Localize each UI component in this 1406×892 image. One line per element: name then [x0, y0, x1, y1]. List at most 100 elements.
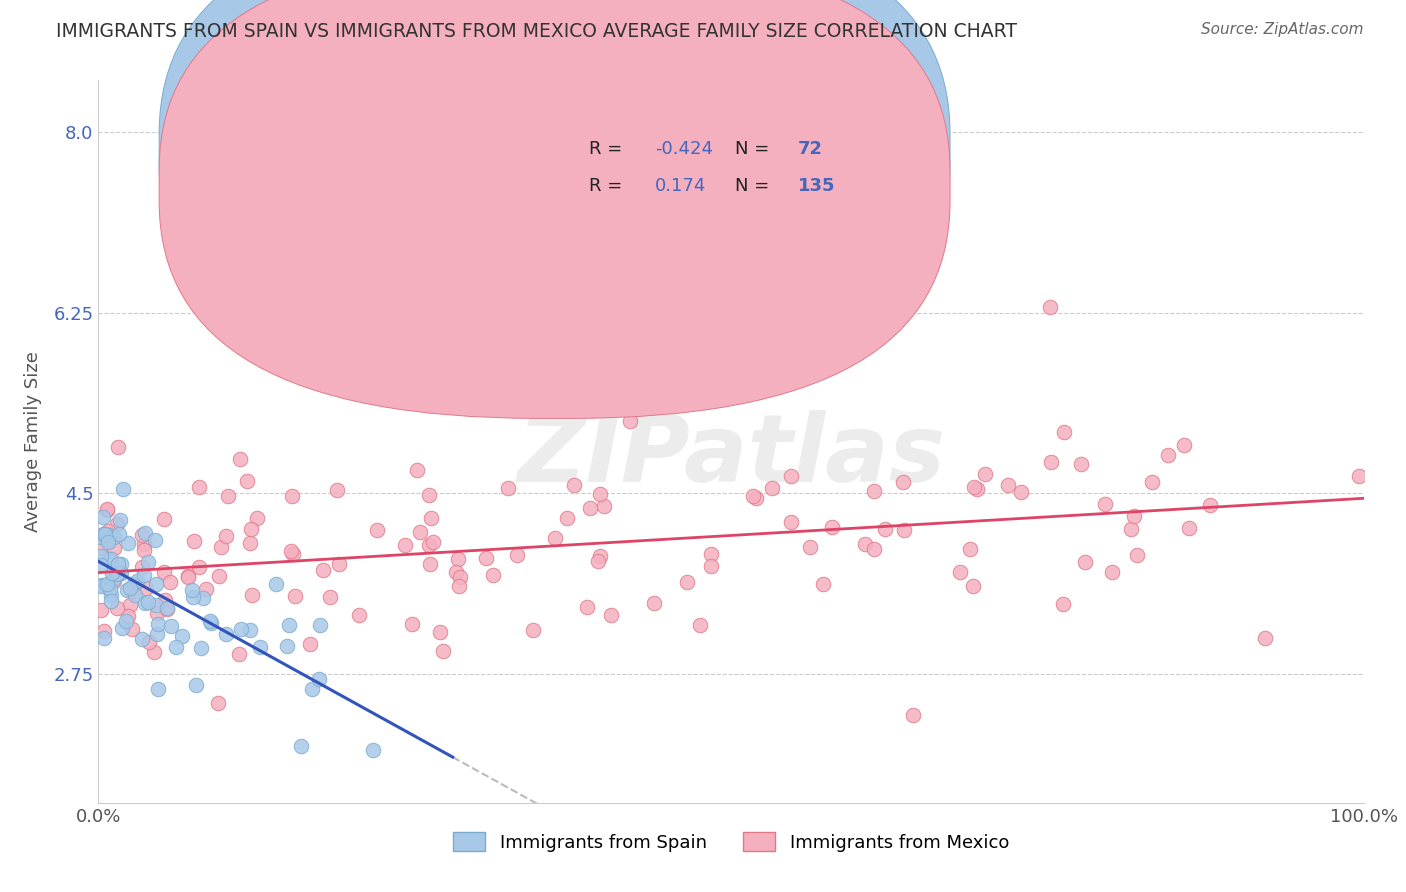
Point — [576, 599, 599, 614]
FancyBboxPatch shape — [159, 0, 950, 418]
Point — [91, 577, 114, 591]
Point — [420, 511, 443, 525]
Point — [112, 482, 135, 496]
Point — [863, 541, 886, 556]
Point — [159, 574, 181, 589]
Point — [893, 523, 915, 537]
Point — [562, 478, 585, 492]
Point — [98, 551, 121, 566]
Point — [418, 538, 440, 552]
Point — [1052, 425, 1074, 439]
Point — [239, 522, 262, 536]
Point — [600, 608, 623, 623]
Point — [301, 681, 323, 696]
Point — [110, 557, 132, 571]
Point — [229, 622, 252, 636]
Point — [187, 480, 209, 494]
Point — [134, 525, 156, 540]
Text: R =: R = — [589, 140, 628, 158]
Point — [97, 534, 120, 549]
Point — [1173, 438, 1195, 452]
Point — [1254, 631, 1277, 645]
Point — [308, 673, 330, 687]
Point — [93, 631, 115, 645]
Point — [444, 566, 467, 580]
Point — [198, 615, 221, 629]
FancyBboxPatch shape — [159, 0, 950, 382]
Point — [228, 648, 250, 662]
Text: 72: 72 — [799, 140, 823, 158]
Point — [853, 537, 876, 551]
Point — [283, 547, 305, 561]
Text: ZIPatlas: ZIPatlas — [517, 410, 945, 502]
Point — [449, 579, 471, 593]
Point — [100, 593, 122, 607]
Legend: Immigrants from Spain, Immigrants from Mexico: Immigrants from Spain, Immigrants from M… — [446, 825, 1017, 859]
Point — [181, 590, 204, 604]
Point — [208, 569, 231, 583]
Point — [409, 524, 432, 539]
Point — [589, 487, 612, 501]
Point — [91, 527, 114, 541]
Text: 135: 135 — [799, 177, 835, 194]
Point — [394, 538, 416, 552]
Point — [1038, 301, 1060, 315]
Point — [966, 482, 988, 496]
Point — [406, 463, 429, 477]
Point — [347, 608, 370, 623]
Point — [195, 582, 218, 596]
Point — [276, 639, 298, 653]
Point — [578, 500, 600, 515]
Point — [131, 560, 153, 574]
Point — [1119, 522, 1142, 536]
Point — [134, 596, 156, 610]
Point — [309, 618, 332, 632]
Text: IMMIGRANTS FROM SPAIN VS IMMIGRANTS FROM MEXICO AVERAGE FAMILY SIZE CORRELATION : IMMIGRANTS FROM SPAIN VS IMMIGRANTS FROM… — [56, 22, 1017, 41]
Point — [117, 583, 139, 598]
Point — [228, 451, 250, 466]
Point — [143, 533, 166, 547]
Point — [217, 490, 239, 504]
Point — [1348, 469, 1371, 483]
Point — [181, 582, 204, 597]
Point — [780, 516, 803, 530]
Point — [1094, 498, 1116, 512]
Point — [145, 577, 167, 591]
Point — [145, 606, 167, 620]
Point — [94, 526, 117, 541]
Point — [891, 475, 914, 489]
Point — [401, 617, 423, 632]
Point — [90, 558, 112, 572]
Text: R =: R = — [589, 177, 628, 194]
Text: -0.424: -0.424 — [655, 140, 713, 158]
Point — [190, 641, 212, 656]
Point — [135, 581, 157, 595]
Point — [1122, 508, 1144, 523]
Point — [779, 468, 801, 483]
Point — [170, 630, 193, 644]
Point — [799, 540, 821, 554]
Point — [165, 640, 187, 654]
Point — [100, 588, 122, 602]
Point — [107, 516, 129, 531]
Point — [146, 616, 169, 631]
Point — [281, 489, 304, 503]
Point — [299, 637, 322, 651]
Point — [108, 512, 131, 526]
Point — [506, 549, 529, 563]
Point — [962, 579, 984, 593]
Point — [811, 576, 834, 591]
Point — [148, 682, 170, 697]
Text: N =: N = — [735, 177, 775, 194]
Point — [101, 573, 124, 587]
Point — [103, 529, 125, 543]
Point — [1140, 475, 1163, 489]
Point — [361, 743, 384, 757]
Point — [90, 578, 112, 592]
Point — [97, 524, 120, 539]
Point — [742, 489, 765, 503]
Point — [689, 617, 711, 632]
Point — [153, 565, 176, 579]
Point — [422, 535, 444, 549]
Point — [110, 566, 132, 580]
